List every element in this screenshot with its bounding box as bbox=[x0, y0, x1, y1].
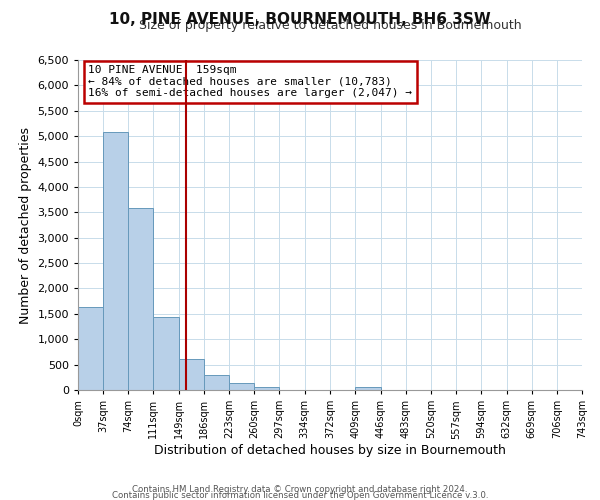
Bar bbox=[204, 375, 229, 390]
Bar bbox=[103, 132, 128, 390]
Bar bbox=[153, 318, 179, 390]
Bar bbox=[254, 387, 280, 390]
Text: 10, PINE AVENUE, BOURNEMOUTH, BH6 3SW: 10, PINE AVENUE, BOURNEMOUTH, BH6 3SW bbox=[109, 12, 491, 28]
Text: Contains public sector information licensed under the Open Government Licence v.: Contains public sector information licen… bbox=[112, 490, 488, 500]
Bar bbox=[128, 208, 153, 390]
Bar bbox=[78, 306, 103, 390]
X-axis label: Distribution of detached houses by size in Bournemouth: Distribution of detached houses by size … bbox=[154, 444, 506, 457]
Bar bbox=[179, 358, 204, 390]
Bar bbox=[355, 388, 380, 390]
Y-axis label: Number of detached properties: Number of detached properties bbox=[19, 126, 32, 324]
Bar bbox=[229, 382, 254, 390]
Title: Size of property relative to detached houses in Bournemouth: Size of property relative to detached ho… bbox=[139, 20, 521, 32]
Text: Contains HM Land Registry data © Crown copyright and database right 2024.: Contains HM Land Registry data © Crown c… bbox=[132, 484, 468, 494]
Text: 10 PINE AVENUE: 159sqm
← 84% of detached houses are smaller (10,783)
16% of semi: 10 PINE AVENUE: 159sqm ← 84% of detached… bbox=[88, 65, 412, 98]
